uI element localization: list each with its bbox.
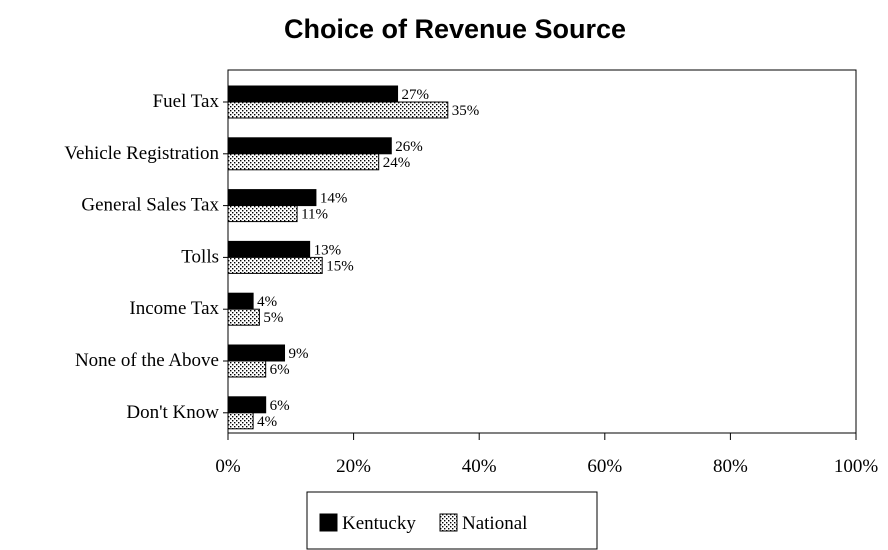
legend: Kentucky National xyxy=(306,491,598,550)
data-label-kentucky: 4% xyxy=(257,294,277,310)
category-label: Income Tax xyxy=(129,298,219,319)
data-label-national: 35% xyxy=(452,103,480,119)
category-label: Don't Know xyxy=(126,402,219,423)
category-label: Tolls xyxy=(181,246,219,267)
bar-kentucky xyxy=(227,137,392,155)
bar-national xyxy=(227,412,254,430)
bar-kentucky xyxy=(227,344,286,362)
bar-group: 27%35%26%24%14%11%13%15%4%5%9%6%6%4% xyxy=(227,85,480,430)
legend-swatch-national xyxy=(439,513,458,532)
data-label-kentucky: 13% xyxy=(314,242,342,258)
bar-national xyxy=(227,256,323,274)
data-label-national: 11% xyxy=(301,207,328,223)
bar-national xyxy=(227,101,449,119)
data-label-national: 5% xyxy=(263,310,283,326)
legend-swatch-kentucky xyxy=(319,513,338,532)
bar-kentucky xyxy=(227,85,399,103)
data-label-kentucky: 27% xyxy=(402,87,430,103)
x-tick-label: 80% xyxy=(713,456,748,477)
bar-national xyxy=(227,205,298,223)
bar-kentucky xyxy=(227,240,311,258)
x-tick-label: 60% xyxy=(587,456,622,477)
bar-national xyxy=(227,153,380,171)
bar-kentucky xyxy=(227,396,267,414)
data-label-national: 4% xyxy=(257,414,277,430)
legend-label-national: National xyxy=(462,513,527,534)
data-label-kentucky: 26% xyxy=(395,139,423,155)
bar-national xyxy=(227,308,260,326)
data-label-national: 24% xyxy=(383,155,411,171)
category-label: General Sales Tax xyxy=(81,195,219,216)
x-tick-label: 0% xyxy=(215,456,241,477)
category-label: Fuel Tax xyxy=(153,91,220,112)
data-label-national: 15% xyxy=(326,258,354,274)
category-label: Vehicle Registration xyxy=(64,143,219,164)
data-label-kentucky: 14% xyxy=(320,191,348,207)
bar-national xyxy=(227,360,267,378)
category-label: None of the Above xyxy=(75,350,219,371)
data-label-national: 6% xyxy=(270,362,290,378)
data-label-kentucky: 6% xyxy=(270,398,290,414)
legend-label-kentucky: Kentucky xyxy=(342,513,416,534)
category-labels: Fuel Tax Vehicle Registration General Sale… xyxy=(64,91,228,423)
x-axis: 0% 20% 40% 60% 80% 100% xyxy=(215,433,878,477)
bar-kentucky xyxy=(227,189,317,207)
x-tick-label: 100% xyxy=(834,456,879,477)
chart-title: Choice of Revenue Source xyxy=(284,14,626,44)
x-tick-label: 40% xyxy=(462,456,497,477)
data-label-kentucky: 9% xyxy=(289,346,309,362)
x-tick-label: 20% xyxy=(336,456,371,477)
bar-kentucky xyxy=(227,292,254,310)
